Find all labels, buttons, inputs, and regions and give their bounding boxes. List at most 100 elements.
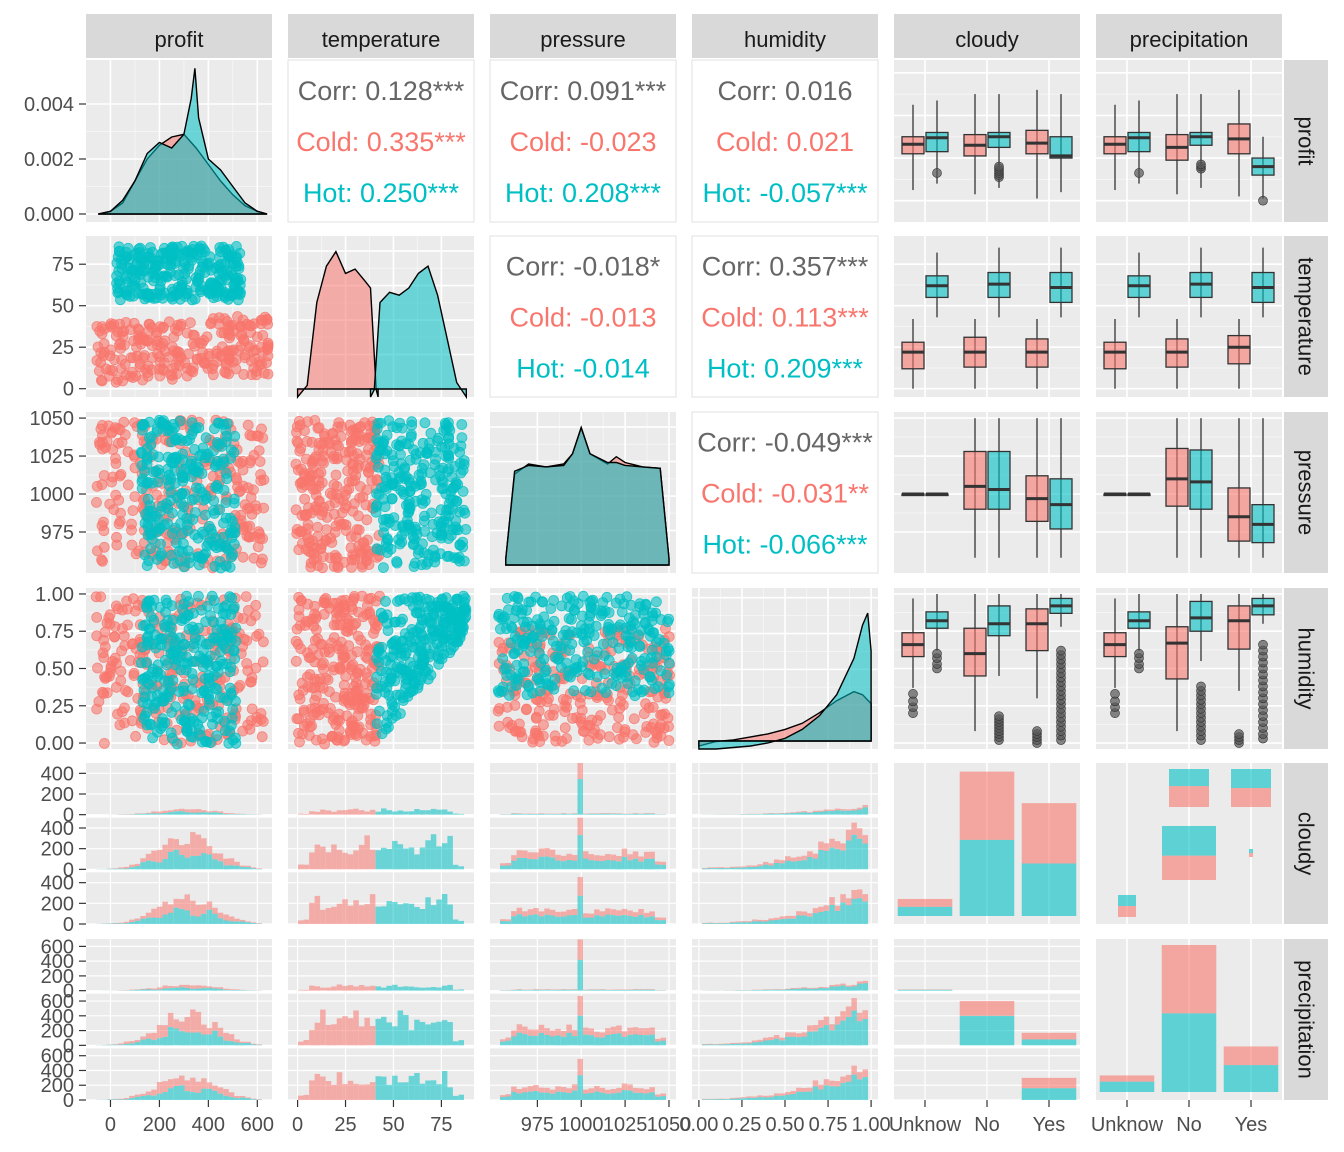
- histogram-bar-hot: [134, 813, 141, 815]
- histogram-bar-cold: [605, 813, 611, 814]
- histogram-bar-cold: [151, 988, 157, 990]
- histogram-bar-cold: [212, 1085, 218, 1091]
- scatter-point: [616, 665, 627, 677]
- histogram-bar-cold: [577, 877, 583, 896]
- histogram-bar-hot: [425, 897, 431, 924]
- strip-label: pressure: [540, 27, 626, 52]
- histogram-bar-cold: [129, 1095, 135, 1099]
- scatter-point: [157, 292, 169, 304]
- histogram-bar-hot: [621, 1036, 628, 1046]
- histogram-bar-hot: [245, 1098, 251, 1100]
- histogram-bar-hot: [217, 813, 224, 815]
- histogram-bar-cold: [522, 911, 528, 917]
- histogram-bar-hot: [129, 922, 135, 924]
- histogram-bar-hot: [184, 1091, 190, 1100]
- strip-label: temperature: [1294, 257, 1319, 376]
- histogram-bar-hot: [566, 1032, 572, 1046]
- scatter-point: [413, 469, 425, 481]
- histogram-bar-cold: [544, 848, 550, 857]
- histogram-bar-hot: [638, 1035, 644, 1046]
- scatter-point: [261, 357, 272, 369]
- scatter-point: [157, 713, 168, 725]
- strip-label: pressure: [1294, 450, 1319, 536]
- scatter-point: [205, 610, 216, 622]
- scatter-point: [225, 635, 237, 646]
- histogram-bar-hot: [179, 854, 185, 870]
- histogram-bar-hot: [441, 809, 448, 815]
- scatter-point: [295, 443, 307, 455]
- scatter-point: [333, 440, 344, 452]
- histogram-bar-hot: [527, 1035, 534, 1046]
- histogram-bar-hot: [649, 989, 655, 991]
- scatter-point: [595, 710, 606, 721]
- histogram-bar-cold: [549, 849, 556, 858]
- scatter-point: [634, 640, 645, 651]
- scatter-point: [294, 477, 306, 489]
- histogram-bar-hot: [397, 844, 404, 870]
- scatter-point: [327, 489, 338, 501]
- histogram-bar-hot: [544, 989, 550, 991]
- box-body: [901, 341, 925, 370]
- histogram-bar-hot: [239, 990, 246, 991]
- histogram-bar-cold: [364, 1017, 370, 1046]
- scatter-point: [299, 493, 311, 505]
- histogram-bar-hot: [162, 859, 168, 870]
- histogram-bar-hot: [386, 1022, 392, 1046]
- histogram-bar-hot: [638, 989, 644, 991]
- histogram-bar-cold: [179, 808, 185, 812]
- scatter-pressure-temperature: [290, 414, 472, 574]
- histogram-bar-hot: [250, 1099, 257, 1100]
- scatter-point: [146, 477, 158, 489]
- histogram-bar-hot: [447, 835, 453, 870]
- scatter-point: [250, 599, 262, 611]
- scatter-point: [195, 604, 207, 616]
- histogram-bar-cold: [560, 855, 567, 862]
- histogram-bar-hot: [571, 813, 578, 815]
- histogram-bar-cold: [234, 989, 240, 991]
- scatter-point: [436, 483, 448, 495]
- histogram-bar-hot: [500, 1041, 506, 1046]
- scatter-point: [106, 427, 118, 439]
- scatter-point: [211, 624, 223, 636]
- scatter-point: [197, 661, 209, 673]
- histogram-bar-hot: [184, 988, 190, 991]
- scatter-point: [454, 555, 466, 567]
- histogram-bar-cold: [134, 863, 141, 867]
- histogram-bar-hot: [566, 915, 572, 924]
- histogram-bar-cold: [577, 939, 583, 960]
- scatter-point: [543, 693, 554, 704]
- histogram-bar-cold: [571, 1030, 578, 1037]
- panel-background: [691, 59, 879, 223]
- correlation-label: Hot: 0.209***: [707, 354, 864, 384]
- histogram-bar-hot: [430, 1080, 437, 1100]
- scatter-point: [386, 493, 398, 504]
- scatter-point: [298, 704, 310, 716]
- histogram-bar-cold: [228, 858, 235, 866]
- histogram-bar-hot: [511, 916, 517, 924]
- scatter-point: [318, 597, 330, 609]
- histogram-bar-hot: [145, 813, 152, 815]
- scatter-point: [106, 321, 118, 333]
- scatter-point: [568, 685, 580, 697]
- histogram-bar-cold: [331, 986, 337, 991]
- scatter-point: [493, 703, 505, 714]
- scatter-point: [227, 527, 239, 538]
- scatter-point: [371, 488, 382, 500]
- scatter-point: [339, 693, 351, 705]
- scatter-point: [154, 538, 166, 550]
- strip-background: [86, 14, 272, 58]
- scatter-point: [201, 540, 213, 552]
- correlation-label: Corr: 0.128***: [298, 76, 465, 106]
- scatter-point: [519, 638, 530, 649]
- histogram-bar-cold: [151, 850, 157, 862]
- histogram-bar-hot: [538, 989, 545, 991]
- histogram-bar-hot: [239, 867, 246, 870]
- scatter-point: [445, 530, 457, 541]
- histogram-bar-cold: [538, 911, 545, 917]
- scatter-point: [133, 243, 145, 255]
- histogram-bar-hot: [375, 850, 381, 870]
- correlation-label: Corr: -0.018*: [506, 252, 661, 282]
- histogram-bar-hot: [167, 912, 174, 924]
- scatter-point: [188, 493, 200, 505]
- histogram-bar-hot: [577, 779, 583, 815]
